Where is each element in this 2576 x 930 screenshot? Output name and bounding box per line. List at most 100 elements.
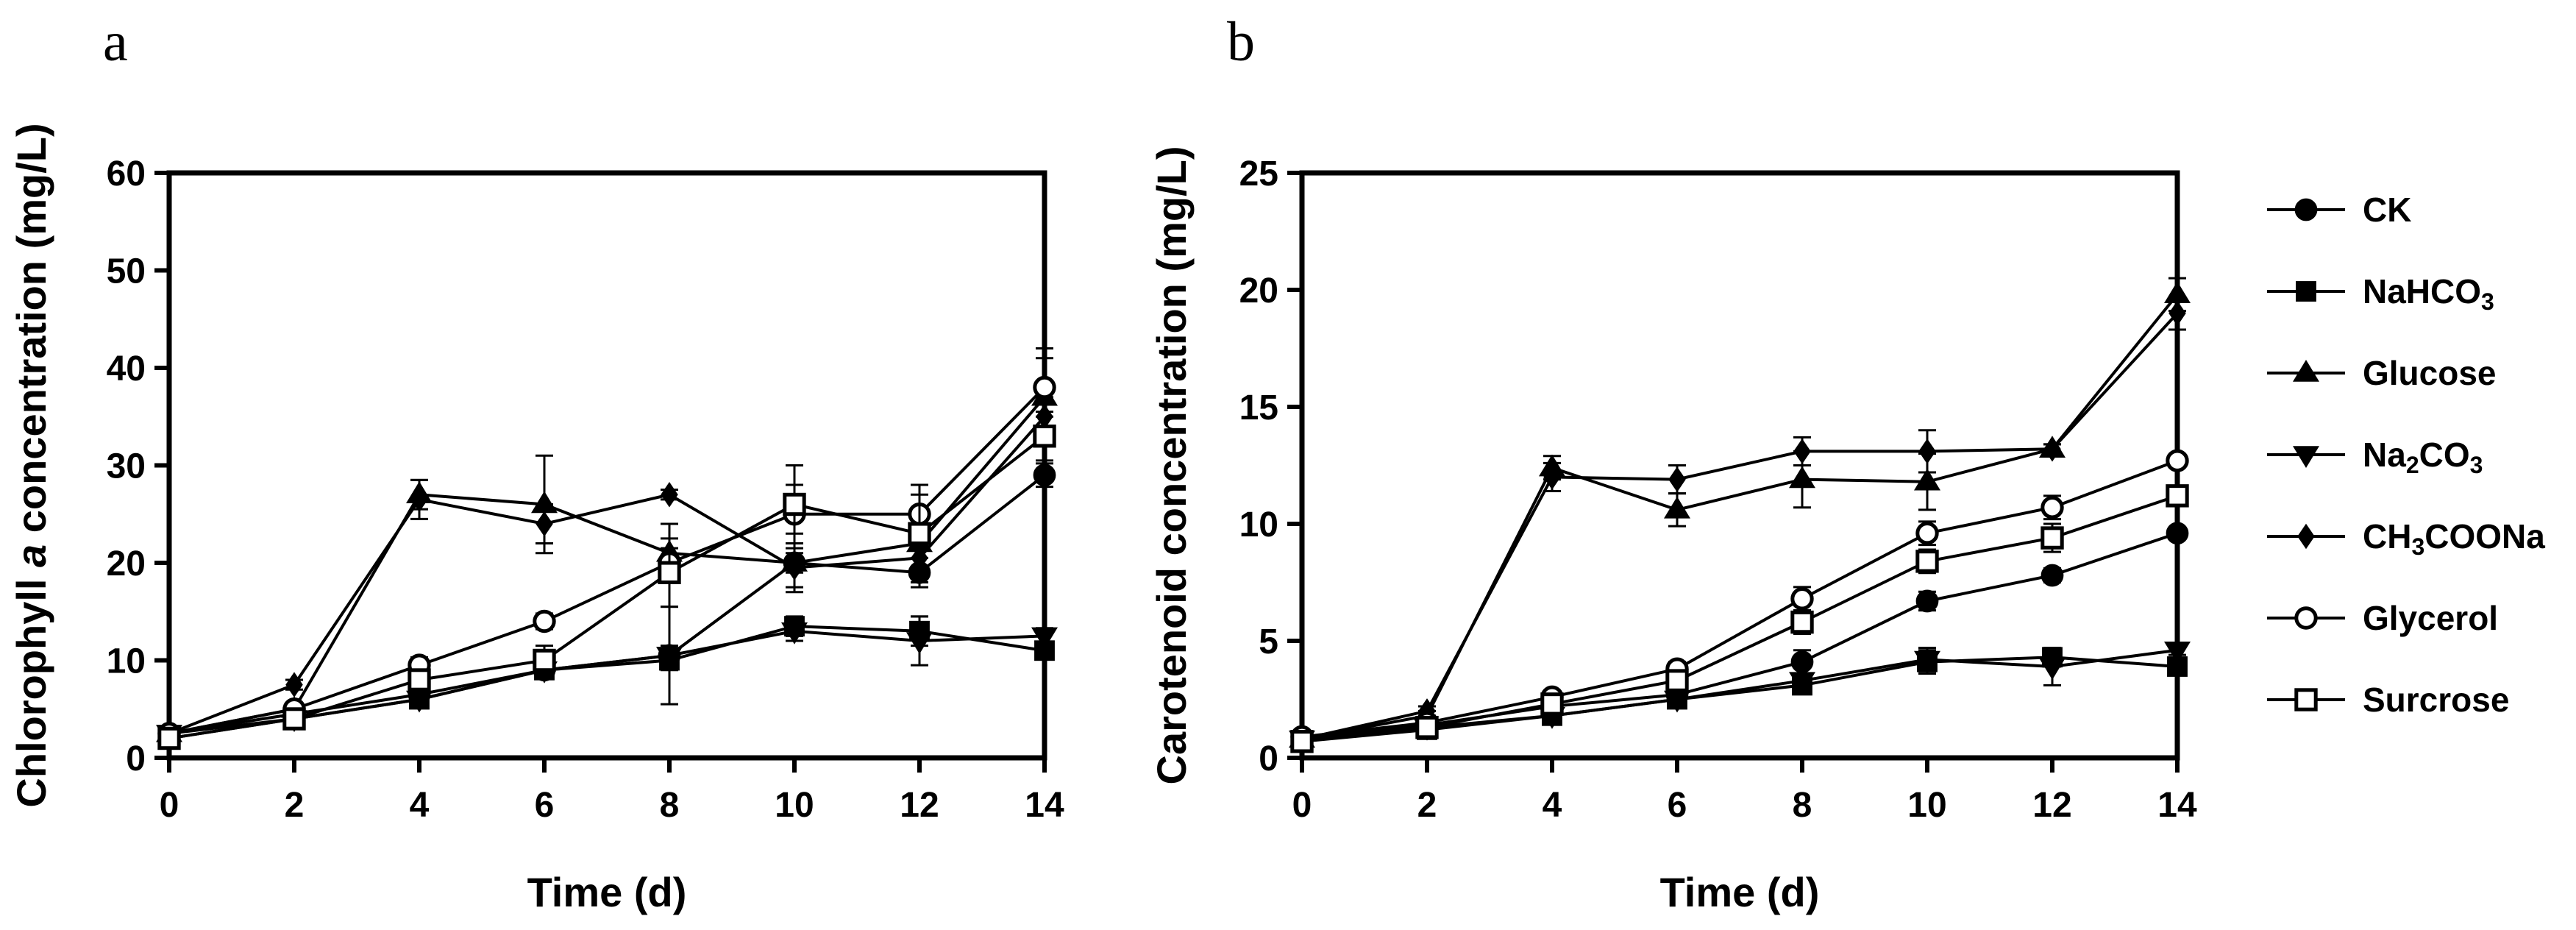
data-point	[1790, 650, 1814, 673]
data-point	[658, 561, 681, 584]
data-point	[282, 707, 306, 731]
data-point	[1789, 672, 1815, 695]
data-point	[1668, 466, 1686, 492]
x-tick-label: 14	[2157, 786, 2197, 825]
data-point	[1031, 627, 1058, 650]
series-line-na2co3	[1301, 648, 2178, 741]
plot-frame	[166, 170, 1047, 761]
data-point	[1033, 375, 1056, 400]
series-ch3coona	[1293, 296, 2186, 752]
legend-label: Glucose	[2363, 354, 2497, 392]
data-point	[906, 632, 933, 654]
data-point	[1915, 589, 1939, 613]
data-point	[2168, 300, 2186, 327]
panel-b-chart: 0 2 4 6 8 10 12 14 0 5 10 15 20 25 Time (d) Carotenoid …	[1148, 146, 2197, 916]
data-point	[786, 555, 803, 581]
legend-label: NaHCO3	[2363, 272, 2494, 315]
x-tick-label: 4	[1543, 786, 1562, 825]
x-tick-label: 12	[900, 786, 939, 825]
y-axis-title: Chlorophyll a concentration (mg/L)	[8, 123, 54, 807]
y-tick-label: 60	[107, 155, 146, 194]
y-tick-label: 10	[107, 642, 146, 681]
data-point	[1415, 715, 1439, 739]
legend-marker	[2297, 523, 2315, 550]
legend-item-ck: CK	[2267, 191, 2411, 229]
data-point	[1033, 464, 1056, 487]
data-point	[1418, 698, 1436, 724]
x-axis-title: Time (d)	[1660, 869, 1820, 915]
data-point	[2166, 484, 2189, 508]
y-tick-label: 40	[107, 349, 146, 388]
data-point	[285, 672, 303, 698]
data-point	[1790, 610, 1814, 634]
y-tick-label: 20	[1239, 271, 1278, 310]
legend: CK NaHCO3 Glucose Na2CO3 CH3COONa Glycerol Sur…	[2267, 191, 2545, 719]
data-point	[1793, 439, 1811, 464]
data-point	[408, 668, 431, 692]
x-tick-label: 4	[410, 786, 430, 825]
x-tick-label: 6	[535, 786, 555, 825]
y-tick-label: 50	[107, 252, 146, 291]
series-line-surcrose	[1301, 494, 2178, 743]
legend-label: CK	[2363, 191, 2411, 229]
y-tick-label: 0	[1259, 739, 1278, 778]
data-point	[1033, 425, 1056, 448]
legend-item-glycerol: Glycerol	[2267, 599, 2498, 637]
series-line-ch3coona	[168, 415, 1046, 735]
y-tick-label: 0	[126, 739, 146, 778]
data-point	[908, 522, 931, 545]
data-point	[2043, 436, 2061, 462]
data-point	[1665, 669, 1689, 692]
x-tick-label: 8	[1793, 786, 1812, 825]
data-point	[531, 491, 558, 514]
legend-marker	[2293, 446, 2319, 468]
data-point	[781, 622, 808, 645]
data-point	[410, 486, 428, 513]
x-tick-label: 10	[775, 786, 814, 825]
data-point	[533, 609, 556, 633]
legend-item-nahco3: NaHCO3	[2267, 272, 2494, 315]
series-surcrose	[1290, 484, 2189, 753]
legend-item-glucose: Glucose	[2267, 354, 2497, 392]
y-tick-label: 30	[107, 447, 146, 486]
panel-b-letter: b	[1227, 11, 1255, 73]
data-point	[1664, 496, 1690, 519]
x-tick-label: 14	[1025, 786, 1064, 825]
panel-a-letter: a	[103, 11, 128, 73]
x-tick-label: 10	[1907, 786, 1946, 825]
legend-marker	[2296, 281, 2316, 302]
legend-label: CH3COONa	[2363, 517, 2545, 560]
x-tick-label: 2	[285, 786, 305, 825]
legend-marker	[2294, 198, 2318, 221]
data-point	[2040, 526, 2064, 550]
data-point	[533, 648, 556, 672]
series-line-glycerol	[1301, 459, 2178, 739]
legend-label: Surcrose	[2363, 681, 2509, 719]
series-line-na2co3	[168, 629, 1045, 735]
y-tick-label: 10	[1239, 505, 1278, 544]
series-line-ch3coona	[1301, 312, 2179, 741]
legend-marker	[2294, 688, 2318, 711]
legend-item-na2co3: Na2CO3	[2267, 436, 2483, 478]
data-point	[1918, 439, 1936, 464]
x-tick-label: 8	[660, 786, 680, 825]
legend-marker	[2293, 360, 2319, 382]
data-point	[2039, 658, 2066, 680]
data-point	[1914, 650, 1940, 673]
data-point	[1664, 690, 1690, 713]
legend-marker	[2294, 606, 2318, 630]
data-point	[1789, 466, 1815, 489]
panel-a-chart: 0 2 4 6 8 10 12 14 0 10 20 30 40 50 60 Time (d) Chloroph…	[8, 123, 1064, 915]
data-point	[157, 726, 181, 750]
x-tick-label: 0	[1292, 786, 1312, 825]
x-tick-label: 0	[160, 786, 179, 825]
series-line-nahco3	[1301, 656, 2178, 743]
y-axis-title: Carotenoid concentration (mg/L)	[1148, 146, 1195, 785]
y-tick-label: 25	[1239, 155, 1278, 194]
data-point	[1915, 522, 1939, 545]
y-tick-label: 15	[1239, 388, 1278, 427]
data-point	[1543, 464, 1561, 490]
series-surcrose	[157, 411, 1056, 750]
x-tick-label: 6	[1668, 786, 1687, 825]
data-point	[1540, 692, 1564, 716]
